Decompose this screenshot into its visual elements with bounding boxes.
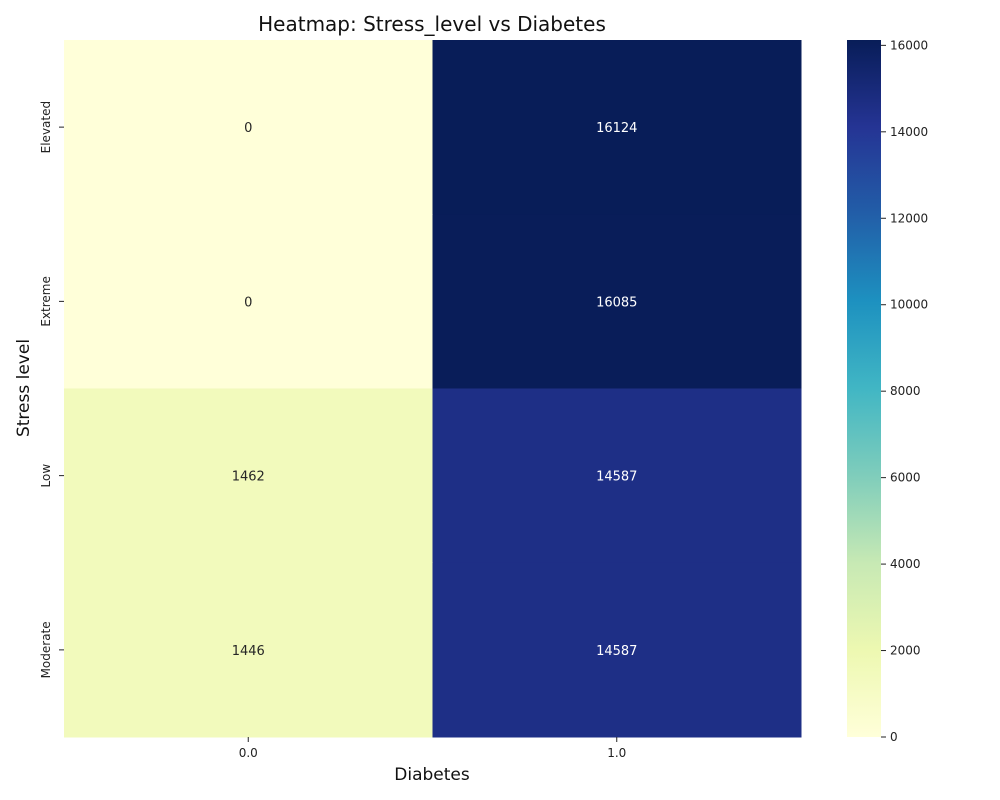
cell-value-label: 0 — [244, 295, 252, 310]
y-tick-label: Moderate — [39, 621, 53, 678]
colorbar-tick-label: 16000 — [890, 38, 928, 52]
heatmap-cell-low-0-0 — [64, 388, 433, 564]
cell-value-label: 16124 — [596, 121, 637, 136]
colorbar-tick-label: 8000 — [890, 384, 921, 398]
y-tick-label: Elevated — [39, 101, 53, 153]
heatmap-cell-elevated-1-0 — [432, 40, 802, 215]
y-tick-label: Extreme — [39, 276, 53, 327]
cell-value-label: 16085 — [596, 295, 637, 310]
colorbar-ticks: 0 2000 4000 6000 8000 10000 12000 14000 16000 — [881, 38, 928, 744]
colorbar-tick-label: 2000 — [890, 644, 921, 658]
x-axis-ticks: 0.0 1.0 — [239, 737, 626, 760]
x-axis-label: Diabetes — [394, 765, 470, 785]
colorbar-tick-label: 10000 — [890, 298, 928, 312]
heatmap-cell-moderate-1-0 — [432, 562, 802, 738]
heatmap-cell-moderate-0-0 — [64, 562, 433, 738]
x-tick-label: 1.0 — [607, 746, 626, 760]
cell-value-label: 0 — [244, 121, 252, 136]
colorbar-tick-label: 14000 — [890, 125, 928, 139]
heatmap-cell-extreme-1-0 — [432, 214, 802, 389]
colorbar-tick-label: 12000 — [890, 211, 928, 225]
y-axis-label: Stress level — [14, 339, 34, 437]
chart-title: Heatmap: Stress_level vs Diabetes — [258, 12, 606, 36]
cell-value-label: 1446 — [232, 644, 265, 659]
cell-value-label: 14587 — [596, 644, 637, 659]
heatmap-cells — [64, 40, 802, 738]
colorbar-tick-label: 6000 — [890, 471, 921, 485]
x-tick-label: 0.0 — [239, 746, 258, 760]
heatmap-cell-elevated-0-0 — [64, 40, 433, 215]
heatmap-cell-low-1-0 — [432, 388, 802, 564]
colorbar-tick-label: 0 — [890, 730, 898, 744]
colorbar — [847, 40, 881, 737]
heatmap-cell-labels: 0 16124 0 16085 1462 14587 1446 14587 — [232, 121, 638, 659]
y-axis-ticks: Elevated Extreme Low Moderate — [39, 101, 64, 678]
heatmap-cell-extreme-0-0 — [64, 214, 433, 389]
cell-value-label: 14587 — [596, 470, 637, 485]
y-tick-label: Low — [39, 464, 53, 488]
colorbar-tick-label: 4000 — [890, 557, 921, 571]
cell-value-label: 1462 — [232, 470, 265, 485]
